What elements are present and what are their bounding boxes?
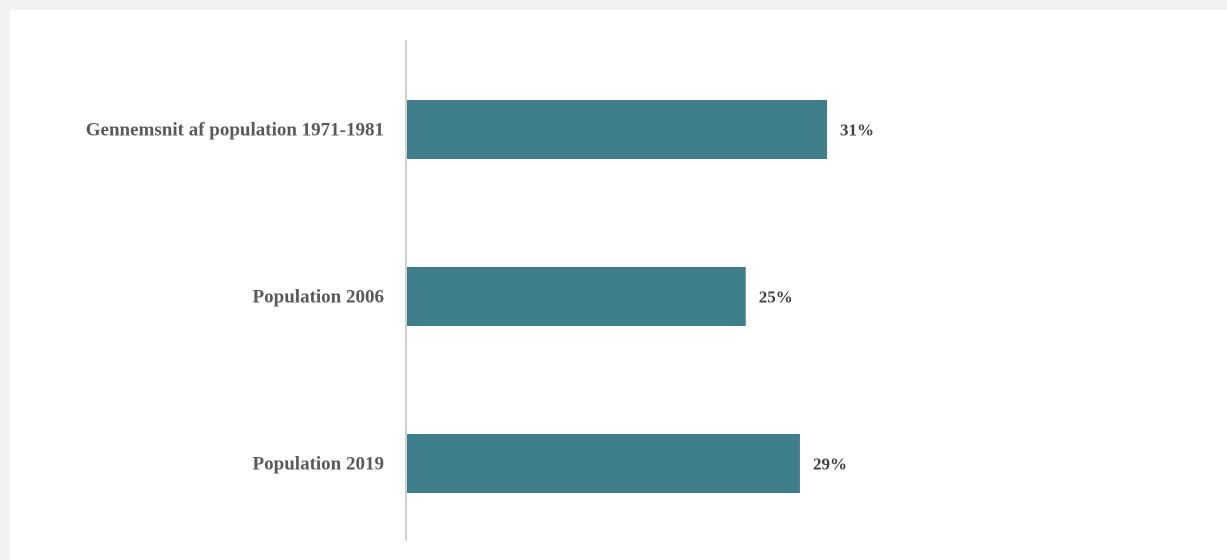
- bar: [407, 267, 746, 326]
- category-label: Gennemsnit af population 1971-1981: [86, 120, 384, 141]
- bar: [407, 100, 828, 159]
- value-labels: 31% 25% 29%: [759, 121, 874, 474]
- data-label: 31%: [840, 121, 874, 140]
- category-label: Population 2019: [253, 454, 384, 475]
- bar: [407, 434, 800, 493]
- data-label: 25%: [759, 288, 793, 307]
- bar-group: [407, 100, 828, 493]
- data-label: 29%: [813, 455, 847, 474]
- category-labels: Gennemsnit af population 1971-1981 Popula…: [86, 120, 384, 475]
- category-label: Population 2006: [253, 287, 384, 308]
